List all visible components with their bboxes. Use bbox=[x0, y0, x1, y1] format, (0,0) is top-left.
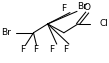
Text: F: F bbox=[61, 4, 66, 13]
Text: F: F bbox=[33, 45, 38, 54]
Text: O: O bbox=[84, 3, 91, 12]
Text: F: F bbox=[20, 45, 25, 54]
Text: F: F bbox=[49, 45, 54, 54]
Text: F: F bbox=[63, 45, 68, 54]
Text: Cl: Cl bbox=[99, 19, 108, 28]
Text: Br: Br bbox=[1, 28, 11, 37]
Text: Br: Br bbox=[77, 2, 87, 11]
